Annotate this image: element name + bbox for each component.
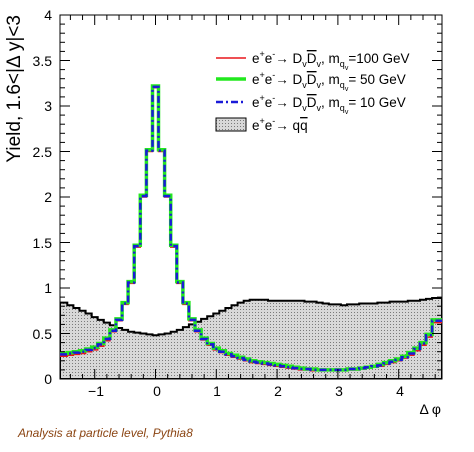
- x-tick-labels: −1 0 1 2 3 4: [88, 383, 404, 399]
- x-axis-title: Δ φ: [419, 401, 441, 417]
- y-tick-label: 0: [44, 371, 52, 387]
- analysis-note: Analysis at particle level, Pythia8: [17, 426, 193, 440]
- y-axis-title: Yield, 1.6<|Δ y|<3: [4, 15, 25, 163]
- y-axis-ticks: [60, 14, 442, 380]
- y-tick-label: 0.5: [33, 326, 53, 342]
- series-10gev-line: [60, 85, 442, 372]
- legend-swatch-qqbar: [215, 117, 247, 132]
- y-tick-label: 3.5: [33, 53, 53, 69]
- y-tick-label: 2: [44, 189, 52, 205]
- x-tick-label: 1: [213, 383, 221, 399]
- legend-entry-50gev: e+e-→ DvDv, mqv= 50 GeV: [252, 70, 406, 93]
- series-layer: [60, 84, 442, 379]
- legend-entry-100gev: e+e-→ DvDv, mqv=100 GeV: [252, 49, 409, 72]
- y-tick-label: 1: [44, 280, 52, 296]
- x-tick-label: 0: [153, 383, 161, 399]
- legend-entry-10gev: e+e-→ DvDv, mqv= 10 GeV: [252, 93, 406, 116]
- x-tick-label: −1: [88, 383, 104, 399]
- x-tick-label: 2: [274, 383, 282, 399]
- y-tick-label: 1.5: [33, 235, 53, 251]
- x-tick-label: 4: [396, 383, 404, 399]
- x-tick-label: 3: [335, 383, 343, 399]
- legend-entry-qqbar: e+e-→ qq: [252, 116, 308, 133]
- x-axis-ticks: [69, 15, 436, 379]
- y-tick-label: 4: [44, 7, 52, 23]
- y-tick-label: 2.5: [33, 144, 53, 160]
- y-tick-label: 3: [44, 98, 52, 114]
- y-tick-labels: 0 0.5 1 1.5 2 2.5 3 3.5 4: [33, 7, 53, 387]
- legend: e+e-→ DvDv, mqv=100 GeV e+e-→ DvDv, mqv=…: [215, 49, 409, 133]
